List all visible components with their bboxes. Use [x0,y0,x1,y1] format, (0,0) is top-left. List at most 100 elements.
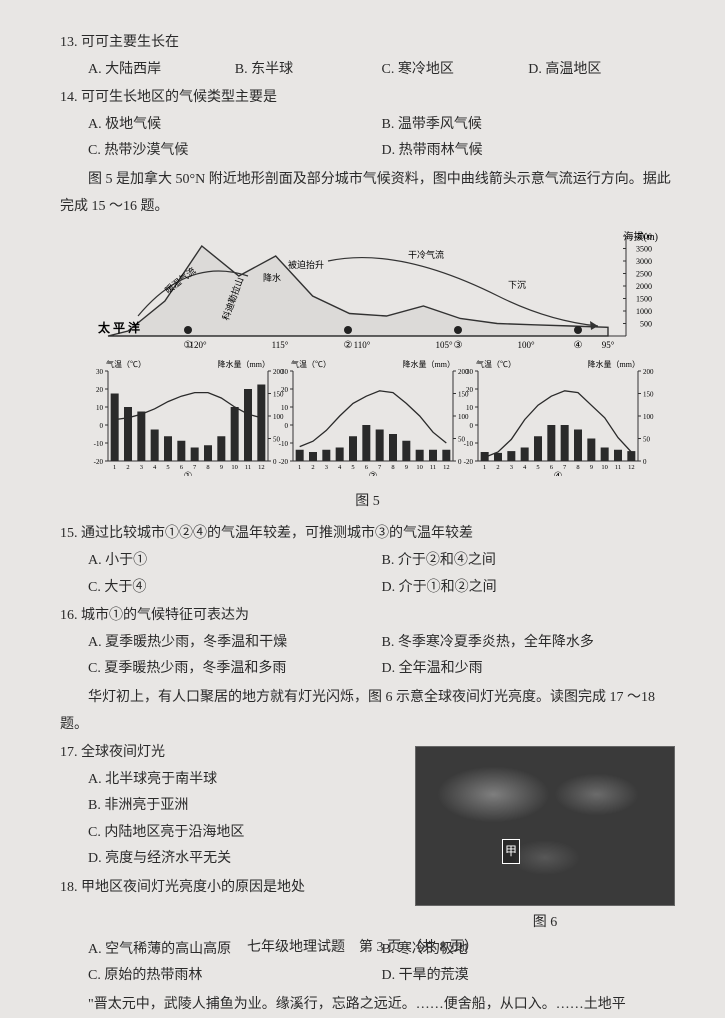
svg-text:气温（℃）: 气温（℃） [106,359,146,369]
svg-text:8: 8 [391,464,394,471]
q16-options-row1: A. 夏季暖热少雨，冬季温和干燥 B. 冬季寒冷夏季炎热，全年降水多 [60,630,675,657]
q13-opt-d: D. 高温地区 [528,57,675,84]
svg-text:降水量（mm）: 降水量（mm） [402,359,454,369]
svg-text:②: ② [368,471,377,476]
svg-text:115°: 115° [271,340,288,350]
question-18: 18. 甲地区夜间灯光亮度小的原因是地处 [60,875,405,902]
svg-text:降水量（mm）: 降水量（mm） [217,359,269,369]
svg-text:10: 10 [466,404,474,412]
svg-text:2000: 2000 [636,282,652,291]
svg-text:6: 6 [364,464,368,471]
svg-text:4: 4 [523,464,527,471]
svg-text:3: 3 [509,464,512,471]
svg-text:2: 2 [126,464,129,471]
svg-text:3: 3 [324,464,327,471]
page-footer: 七年级地理试题 第 3 页 （共 8 页） [0,935,725,962]
svg-text:6: 6 [179,464,183,471]
q13-opt-c: C. 寒冷地区 [382,57,529,84]
question-15: 15. 通过比较城市①②④的气温年较差，可推测城市③的气温年较差 A. 小于① … [60,521,675,601]
svg-text:干冷气流: 干冷气流 [408,249,444,260]
svg-text:7: 7 [193,464,197,471]
svg-text:被迫抬升: 被迫抬升 [288,259,324,270]
svg-text:0: 0 [469,422,473,430]
q15-options-row1: A. 小于① B. 介于②和④之间 [60,548,675,575]
figure-6-map: 甲 [415,746,675,906]
svg-text:-10: -10 [93,440,103,448]
svg-text:9: 9 [404,464,407,471]
svg-text:1: 1 [113,464,116,471]
question-16: 16. 城市①的气候特征可表达为 A. 夏季暖热少雨，冬季温和干燥 B. 冬季寒… [60,603,675,683]
svg-text:-20: -20 [93,458,103,466]
q16-opt-a: A. 夏季暖热少雨，冬季温和干燥 [88,630,382,657]
svg-text:5: 5 [351,464,354,471]
q18-stem: 18. 甲地区夜间灯光亮度小的原因是地处 [60,875,405,902]
svg-text:200: 200 [643,368,654,376]
q17-opt-c: C. 内陆地区亮于沿海地区 [60,820,405,847]
svg-text:30: 30 [466,368,474,376]
svg-text:8: 8 [576,464,579,471]
svg-text:下沉: 下沉 [508,280,526,290]
svg-text:太 平 洋: 太 平 洋 [98,320,140,335]
svg-text:110°: 110° [353,340,370,350]
svg-text:0: 0 [99,422,103,430]
svg-text:100: 100 [273,413,284,421]
q13-opt-a: A. 大陆西岸 [88,57,235,84]
svg-text:3000: 3000 [636,257,652,266]
svg-text:2500: 2500 [636,270,652,279]
svg-text:11: 11 [429,464,435,471]
svg-text:12: 12 [258,464,265,471]
svg-text:100: 100 [643,413,654,421]
svg-text:20: 20 [281,386,289,394]
svg-text:20: 20 [96,386,104,394]
svg-text:①: ① [183,471,192,476]
svg-text:降水: 降水 [263,272,281,283]
q14-stem: 14. 可可生长地区的气候类型主要是 [60,85,675,112]
svg-text:10: 10 [416,464,423,471]
svg-text:8: 8 [206,464,209,471]
svg-text:100°: 100° [517,340,535,350]
tail-passage: "晋太元中，武陵人捕鱼为业。缘溪行，忘路之远近。……便舍船，从口入。……土地平 [60,992,675,1018]
svg-text:50: 50 [643,436,651,444]
svg-text:5: 5 [166,464,169,471]
svg-text:20: 20 [466,386,474,394]
figure-6-caption: 图 6 [415,910,675,937]
svg-text:10: 10 [601,464,608,471]
svg-text:②: ② [343,340,352,351]
svg-text:10: 10 [231,464,238,471]
svg-text:①: ① [183,340,192,351]
question-17: 17. 全球夜间灯光 A. 北半球亮于南半球 B. 非洲亮于亚洲 C. 内陆地区… [60,740,405,873]
svg-text:-10: -10 [463,440,473,448]
fig6-marker: 甲 [502,839,520,864]
svg-text:12: 12 [628,464,635,471]
q15-options-row2: C. 大于④ D. 介于①和②之间 [60,575,675,602]
q17-opt-b: B. 非洲亮于亚洲 [60,793,405,820]
q17-stem: 17. 全球夜间灯光 [60,740,405,767]
q15-opt-a: A. 小于① [88,548,382,575]
q17-opt-a: A. 北半球亮于南半球 [60,767,405,794]
figure-6-box: 甲 图 6 [415,740,675,937]
q15-opt-d: D. 介于①和②之间 [382,575,676,602]
svg-text:11: 11 [244,464,250,471]
svg-text:11: 11 [614,464,620,471]
q14-opt-d: D. 热带雨林气候 [382,138,676,165]
q13-opt-b: B. 东半球 [235,57,382,84]
q16-opt-d: D. 全年温和少雨 [382,656,676,683]
question-13: 13. 可可主要生长在 A. 大陆西岸 B. 东半球 C. 寒冷地区 D. 高温… [60,30,675,83]
svg-text:30: 30 [96,368,104,376]
svg-text:100: 100 [458,413,469,421]
q18-opt-c: C. 原始的热带雨林 [88,963,382,990]
svg-text:0: 0 [273,458,277,466]
q16-opt-c: C. 夏季暖热少雨，冬季温和多雨 [88,656,382,683]
figure-5: 海拔(m)4000350030002500200015001000500太 平 … [60,226,675,487]
q14-opt-c: C. 热带沙漠气候 [88,138,382,165]
svg-text:105°: 105° [435,340,453,350]
svg-text:降水量（mm）: 降水量（mm） [587,359,639,369]
svg-text:0: 0 [458,458,462,466]
svg-text:1000: 1000 [636,307,652,316]
svg-text:2: 2 [496,464,499,471]
svg-text:6: 6 [549,464,553,471]
svg-text:③: ③ [453,340,462,351]
q15-opt-c: C. 大于④ [88,575,382,602]
question-14: 14. 可可生长地区的气候类型主要是 A. 极地气候 B. 温带季风气候 C. … [60,85,675,165]
footer-dash: — — — [413,959,465,982]
